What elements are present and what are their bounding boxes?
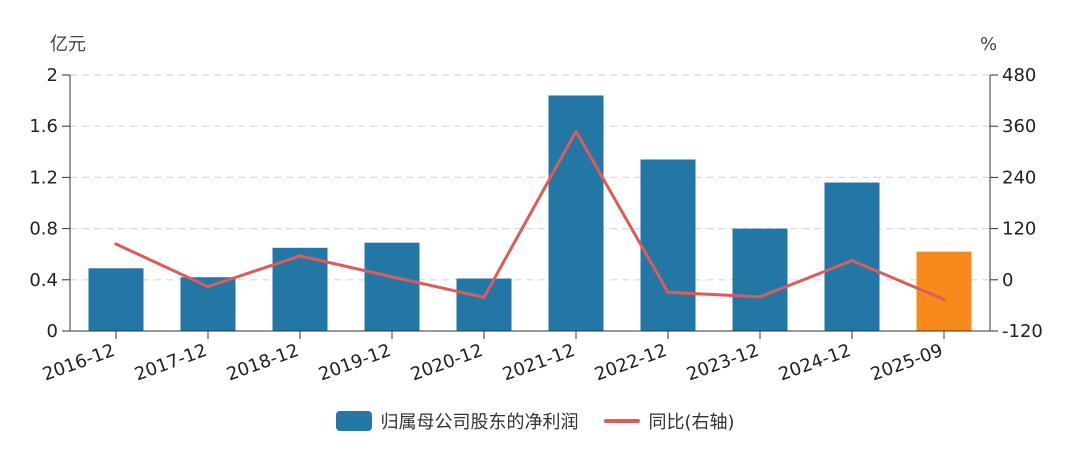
- yoy-point[interactable]: [850, 259, 854, 263]
- right-axis-tick-label: -120: [1002, 321, 1043, 342]
- left-axis-tick-label: 0.8: [29, 219, 58, 240]
- x-axis-tick-label: 2018-12: [224, 340, 302, 385]
- axes: 0 0.4 0.8 1.2 1.6 2 -120 0 120 240 360 480 2016-12 20…: [29, 65, 1043, 385]
- x-axis-tick-label: 2020-12: [408, 340, 486, 385]
- right-axis-tick-label: 480: [1002, 65, 1036, 86]
- bar[interactable]: [88, 268, 144, 331]
- left-axis-tick-label: 0.4: [29, 270, 58, 291]
- legend-item-yoy[interactable]: 同比(右轴): [604, 408, 735, 434]
- left-axis-tick-label: 1.6: [29, 116, 58, 137]
- x-axis-tick-label: 2023-12: [684, 340, 762, 385]
- legend-label-yoy: 同比(右轴): [648, 412, 735, 433]
- left-axis-tick-label: 2: [47, 65, 58, 86]
- yoy-point[interactable]: [298, 254, 302, 258]
- yoy-point[interactable]: [574, 129, 578, 133]
- legend-line-swatch: [604, 419, 641, 423]
- x-axis-tick-label: 2025-09: [868, 340, 946, 385]
- yoy-point[interactable]: [390, 275, 394, 279]
- right-axis-tick-label: 120: [1002, 219, 1036, 240]
- legend-label-net-profit: 归属母公司股东的净利润: [380, 412, 579, 433]
- line-series: [114, 129, 946, 301]
- x-axis-tick-label: 2017-12: [132, 340, 210, 385]
- yoy-point[interactable]: [482, 295, 486, 299]
- x-axis-tick-label: 2022-12: [592, 340, 670, 385]
- legend-item-net-profit[interactable]: 归属母公司股东的净利润: [336, 408, 578, 434]
- right-axis-unit: %: [980, 34, 997, 55]
- yoy-point[interactable]: [758, 295, 762, 299]
- bar[interactable]: [824, 182, 880, 331]
- bar[interactable]: [548, 95, 604, 331]
- grid-lines: [70, 74, 990, 281]
- right-axis-tick-label: 360: [1002, 116, 1036, 137]
- bar[interactable]: [364, 242, 420, 331]
- yoy-point[interactable]: [114, 242, 118, 246]
- x-axis-tick-label: 2021-12: [500, 340, 578, 385]
- x-axis-tick-label: 2019-12: [316, 340, 394, 385]
- yoy-point[interactable]: [206, 285, 210, 289]
- x-axis-tick-label: 2016-12: [40, 340, 118, 385]
- bar[interactable]: [640, 159, 696, 331]
- bar[interactable]: [456, 278, 512, 331]
- yoy-line[interactable]: [114, 129, 946, 301]
- left-axis-tick-label: 0: [47, 321, 58, 342]
- chart-canvas: 0 0.4 0.8 1.2 1.6 2 -120 0 120 240 360 480 2016-12 20…: [29, 34, 1043, 385]
- legend: 归属母公司股东的净利润 同比(右轴): [0, 406, 1071, 436]
- bar-series: [88, 95, 972, 331]
- left-axis-tick-label: 1.2: [29, 167, 58, 188]
- left-axis-unit: 亿元: [50, 34, 86, 55]
- yoy-point[interactable]: [942, 297, 946, 301]
- x-axis-tick-label: 2024-12: [776, 340, 854, 385]
- bar[interactable]: [732, 228, 788, 331]
- right-axis-tick-label: 240: [1002, 167, 1036, 188]
- legend-bar-swatch: [336, 411, 373, 431]
- right-axis-tick-label: 0: [1002, 270, 1013, 291]
- yoy-point[interactable]: [666, 290, 670, 294]
